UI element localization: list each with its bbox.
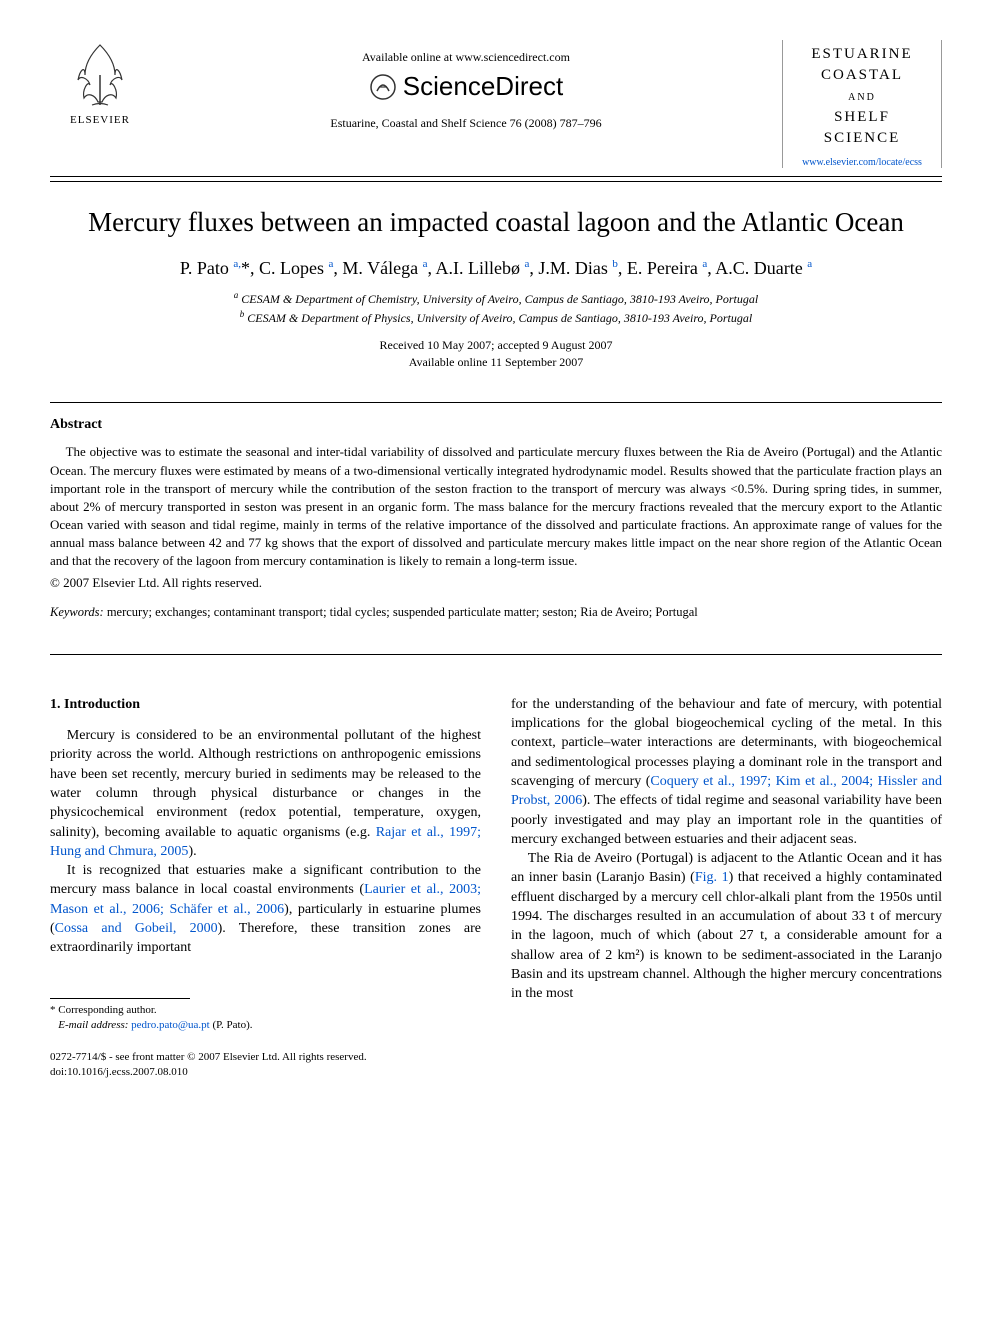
body-columns: 1. Introduction Mercury is considered to…: [50, 695, 942, 1034]
journal-name-line2: COASTAL: [821, 67, 903, 83]
author: A.I. Lillebø: [435, 258, 524, 278]
journal-url[interactable]: www.elsevier.com/locate/ecss: [793, 157, 931, 168]
author-affil-marker: a: [807, 258, 812, 270]
header-rule-top: [50, 176, 942, 177]
header-center: Available online at www.sciencedirect.co…: [150, 40, 782, 131]
keywords-label: Keywords:: [50, 605, 104, 619]
sciencedirect-text: ScienceDirect: [403, 71, 563, 102]
article-title: Mercury fluxes between an impacted coast…: [50, 206, 942, 240]
email-link[interactable]: pedro.pato@ua.pt: [128, 1019, 209, 1031]
affiliation-a: CESAM & Department of Chemistry, Univers…: [241, 292, 758, 306]
journal-title-block: ESTUARINE COASTAL AND SHELF SCIENCE www.…: [782, 40, 942, 168]
corresponding-marker: *: [241, 258, 250, 278]
column-left: 1. Introduction Mercury is considered to…: [50, 695, 481, 1034]
citation-link[interactable]: Cossa and Gobeil, 2000: [55, 921, 218, 936]
journal-name: ESTUARINE COASTAL AND SHELF SCIENCE: [793, 44, 931, 149]
affil-marker: a: [234, 290, 239, 300]
elsevier-tree-icon: [70, 40, 130, 110]
text-run: Mercury is considered to be an environme…: [50, 728, 481, 840]
affil-marker: b: [240, 309, 245, 319]
email-label: E-mail address:: [58, 1019, 128, 1031]
journal-name-and: AND: [848, 92, 876, 103]
abstract-bottom-rule: [50, 654, 942, 655]
author: E. Pereira: [627, 258, 702, 278]
author: C. Lopes: [259, 258, 329, 278]
column-right: for the understanding of the behaviour a…: [511, 695, 942, 1034]
separator: ,: [250, 258, 259, 278]
sciencedirect-logo: ScienceDirect: [150, 71, 782, 102]
online-date: Available online 11 September 2007: [409, 355, 584, 369]
footer-doi: doi:10.1016/j.ecss.2007.08.010: [50, 1066, 188, 1078]
journal-citation: Estuarine, Coastal and Shelf Science 76 …: [150, 116, 782, 131]
abstract-top-rule: [50, 402, 942, 403]
figure-ref-link[interactable]: Fig. 1: [695, 870, 729, 885]
author: P. Pato: [180, 258, 234, 278]
publisher-logo-block: ELSEVIER: [50, 40, 150, 126]
footnote-rule: [50, 998, 190, 999]
available-online-text: Available online at www.sciencedirect.co…: [150, 50, 782, 65]
journal-name-line3: SHELF SCIENCE: [824, 109, 901, 146]
journal-name-line1: ESTUARINE: [811, 46, 912, 62]
separator: ,: [529, 258, 538, 278]
text-run: ).: [188, 844, 196, 859]
abstract-copyright: © 2007 Elsevier Ltd. All rights reserved…: [50, 575, 942, 591]
abstract-heading: Abstract: [50, 417, 942, 433]
affiliations: a CESAM & Department of Chemistry, Unive…: [50, 289, 942, 327]
section-heading: 1. Introduction: [50, 695, 481, 714]
separator: ,: [618, 258, 627, 278]
author: M. Válega: [342, 258, 422, 278]
abstract-body: The objective was to estimate the season…: [50, 443, 942, 570]
keywords-text: mercury; exchanges; contaminant transpor…: [104, 605, 698, 619]
body-paragraph: It is recognized that estuaries make a s…: [50, 861, 481, 958]
sciencedirect-icon: [369, 73, 397, 101]
publisher-name: ELSEVIER: [70, 114, 130, 126]
keywords-line: Keywords: mercury; exchanges; contaminan…: [50, 605, 942, 620]
page-footer: 0272-7714/$ - see front matter © 2007 El…: [50, 1050, 942, 1081]
text-run: ) that received a highly contaminated ef…: [511, 870, 942, 1001]
corresponding-label: * Corresponding author.: [50, 1004, 157, 1016]
header-rule-bottom: [50, 181, 942, 182]
corresponding-footnote: * Corresponding author. E-mail address: …: [50, 1003, 481, 1034]
article-dates: Received 10 May 2007; accepted 9 August …: [50, 337, 942, 371]
body-paragraph: The Ria de Aveiro (Portugal) is adjacent…: [511, 849, 942, 1004]
body-paragraph: Mercury is considered to be an environme…: [50, 726, 481, 861]
email-name: (P. Pato).: [210, 1019, 253, 1031]
authors-line: P. Pato a,*, C. Lopes a, M. Válega a, A.…: [50, 258, 942, 279]
author: J.M. Dias: [538, 258, 612, 278]
author-affil-marker: a,: [233, 258, 241, 270]
affiliation-b: CESAM & Department of Physics, Universit…: [247, 311, 752, 325]
page-header: ELSEVIER Available online at www.science…: [50, 40, 942, 168]
body-paragraph: for the understanding of the behaviour a…: [511, 695, 942, 850]
author: A.C. Duarte: [715, 258, 807, 278]
received-date: Received 10 May 2007; accepted 9 August …: [380, 338, 613, 352]
footer-copyright: 0272-7714/$ - see front matter © 2007 El…: [50, 1051, 367, 1063]
